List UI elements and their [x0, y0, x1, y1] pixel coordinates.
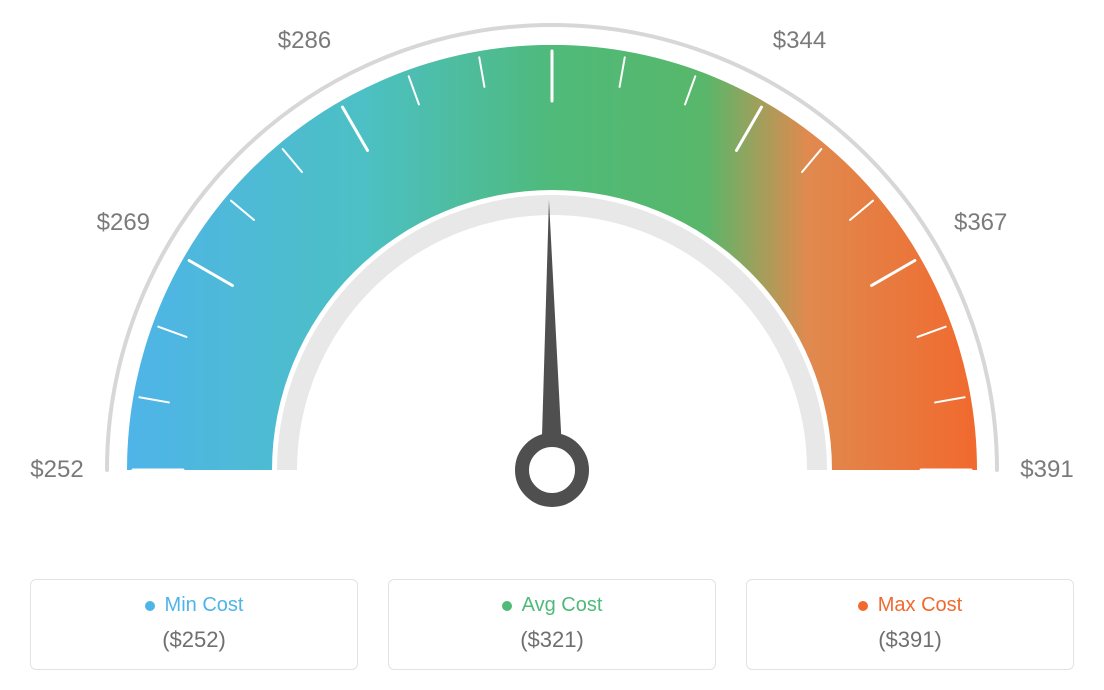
- gauge-svg: [0, 0, 1104, 560]
- gauge-tick-label: $391: [1020, 456, 1073, 484]
- legend-value-max: ($391): [757, 627, 1063, 653]
- legend-title-min: Min Cost: [145, 594, 244, 617]
- legend-card-avg: Avg Cost ($321): [388, 579, 716, 670]
- legend-value-avg: ($321): [399, 627, 705, 653]
- gauge-tick-label: $344: [773, 27, 826, 55]
- cost-gauge: $252$269$286$321$344$367$391: [0, 0, 1104, 560]
- legend-title-max: Max Cost: [858, 594, 962, 617]
- legend-dot-max: [858, 601, 868, 611]
- gauge-tick-label: $269: [97, 209, 150, 237]
- gauge-tick-label: $286: [278, 27, 331, 55]
- gauge-tick-label: $367: [954, 209, 1007, 237]
- legend-dot-min: [145, 601, 155, 611]
- legend-row: Min Cost ($252) Avg Cost ($321) Max Cost…: [0, 579, 1104, 670]
- legend-value-min: ($252): [41, 627, 347, 653]
- legend-card-min: Min Cost ($252): [30, 579, 358, 670]
- legend-title-avg: Avg Cost: [502, 594, 603, 617]
- gauge-tick-label: $252: [30, 456, 83, 484]
- legend-label-max: Max Cost: [878, 594, 962, 617]
- legend-dot-avg: [502, 601, 512, 611]
- legend-label-min: Min Cost: [165, 594, 244, 617]
- legend-card-max: Max Cost ($391): [746, 579, 1074, 670]
- legend-label-avg: Avg Cost: [522, 594, 603, 617]
